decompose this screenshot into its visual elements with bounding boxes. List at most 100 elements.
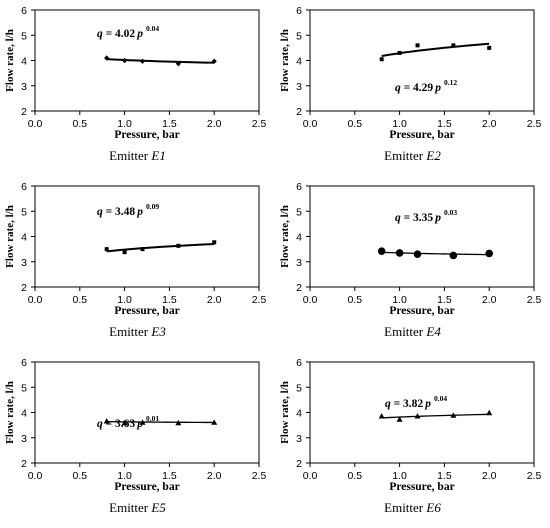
data-point xyxy=(487,45,492,50)
x-tick-label: 1.5 xyxy=(162,294,177,306)
data-point xyxy=(396,416,403,422)
data-point xyxy=(140,247,145,252)
chart-caption: Emitter E2 xyxy=(275,148,550,164)
x-tick-label: 2.0 xyxy=(482,294,497,306)
data-point xyxy=(211,419,218,425)
equation-exponent: 0.04 xyxy=(146,24,159,33)
data-point xyxy=(377,247,386,255)
y-tick-label: 3 xyxy=(296,433,302,445)
x-tick-label: 0.0 xyxy=(28,470,43,482)
chart-svg: 0.0 0.5 1.0 1.5 2.0 2.5 2 3 4 5 6 Pressure, bar Flow… xyxy=(279,5,542,141)
y-tick-label: 3 xyxy=(296,257,302,269)
chart-panel: 0.0 0.5 1.0 1.5 2.0 2.5 2 3 4 5 6 Pressure, bar Flow… xyxy=(275,0,550,176)
x-tick-label: 0.0 xyxy=(303,470,318,482)
x-tick-label: 0.5 xyxy=(72,118,87,130)
y-tick-label: 5 xyxy=(296,30,302,42)
caption-prefix: Emitter xyxy=(109,148,152,163)
x-tick-label: 2.5 xyxy=(527,118,542,130)
data-point xyxy=(415,43,420,48)
y-tick-label: 3 xyxy=(21,433,27,445)
equation-exponent: 0.04 xyxy=(434,394,447,403)
x-axis-label: Pressure, bar xyxy=(389,481,454,493)
equation-exponent: 0.03 xyxy=(444,208,457,217)
x-tick-label: 2.5 xyxy=(252,118,267,130)
data-point xyxy=(121,419,128,426)
y-tick-label: 5 xyxy=(21,206,27,218)
data-point xyxy=(378,413,385,419)
fit-equation: q = 3.82 p 0.04 xyxy=(385,394,447,410)
y-tick-label: 2 xyxy=(21,458,27,470)
x-tick-label: 1.0 xyxy=(117,470,132,482)
y-tick-label: 4 xyxy=(296,408,302,420)
data-point xyxy=(122,250,127,255)
y-tick-label: 6 xyxy=(296,181,302,193)
data-point xyxy=(211,58,217,64)
x-axis-label: Pressure, bar xyxy=(114,481,179,493)
y-tick-label: 4 xyxy=(296,232,302,244)
data-point xyxy=(212,240,217,245)
y-axis-label: Flow rate, l/h xyxy=(4,29,16,92)
chart-panel: 0.0 0.5 1.0 1.5 2.0 2.5 2 3 4 5 6 Pressure, bar Flow… xyxy=(0,352,275,528)
y-tick-label: 4 xyxy=(296,56,302,68)
chart-panel: 0.0 0.5 1.0 1.5 2.0 2.5 2 3 4 5 6 Pressure, bar Flow… xyxy=(0,176,275,352)
chart-caption: Emitter E4 xyxy=(275,324,550,340)
x-tick-label: 1.0 xyxy=(392,294,407,306)
caption-prefix: Emitter xyxy=(109,500,152,515)
x-tick-label: 2.0 xyxy=(207,118,222,130)
x-tick-label: 1.5 xyxy=(162,118,177,130)
x-tick-label: 0.5 xyxy=(347,294,362,306)
chart-panel: 0.0 0.5 1.0 1.5 2.0 2.5 2 3 4 5 6 Pressure, bar Flow… xyxy=(0,0,275,176)
y-tick-label: 2 xyxy=(21,282,27,294)
x-tick-label: 2.0 xyxy=(207,470,222,482)
equation-p-symbol: p xyxy=(136,206,143,218)
x-axis-label: Pressure, bar xyxy=(114,305,179,317)
x-tick-label: 1.0 xyxy=(117,294,132,306)
data-point xyxy=(175,61,181,67)
equation-p-symbol: p xyxy=(424,398,431,410)
equation-exponent: 0.12 xyxy=(444,78,457,87)
x-axis-label: Pressure, bar xyxy=(114,129,179,141)
x-tick-label: 1.5 xyxy=(437,294,452,306)
x-tick-label: 2.5 xyxy=(527,294,542,306)
y-tick-label: 4 xyxy=(21,232,27,244)
x-tick-label: 2.0 xyxy=(207,294,222,306)
data-point xyxy=(122,57,128,64)
data-point xyxy=(395,249,404,257)
y-tick-label: 3 xyxy=(21,257,27,269)
chart-panel: 0.0 0.5 1.0 1.5 2.0 2.5 2 3 4 5 6 Pressure, bar Flow… xyxy=(275,352,550,528)
data-point xyxy=(450,412,457,418)
x-tick-label: 0.0 xyxy=(303,118,318,130)
data-point xyxy=(486,409,493,416)
chart-svg: 0.0 0.5 1.0 1.5 2.0 2.5 2 3 4 5 6 Pressure, bar Flow… xyxy=(4,5,267,141)
x-axis-label: Pressure, bar xyxy=(389,305,454,317)
chart-svg: 0.0 0.5 1.0 1.5 2.0 2.5 2 3 4 5 6 Pressure, bar Flow… xyxy=(4,181,266,317)
caption-emitter-id: E5 xyxy=(151,500,166,515)
equation-exponent: 0.01 xyxy=(146,414,159,423)
y-axis-label: Flow rate, l/h xyxy=(4,205,16,268)
x-tick-label: 1.0 xyxy=(117,118,132,130)
caption-emitter-id: E4 xyxy=(426,324,441,339)
data-point xyxy=(103,418,110,424)
caption-emitter-id: E1 xyxy=(151,148,166,163)
caption-prefix: Emitter xyxy=(109,324,152,339)
equation-p-symbol: p xyxy=(434,82,441,94)
chart-caption: Emitter E1 xyxy=(0,148,275,164)
x-axis-label: Pressure, bar xyxy=(389,129,454,141)
y-tick-label: 5 xyxy=(296,382,302,394)
y-tick-label: 2 xyxy=(296,282,302,294)
chart-caption: Emitter E3 xyxy=(0,324,275,340)
equation-coefficient: = 4.29 xyxy=(401,82,434,94)
x-tick-label: 2.5 xyxy=(527,470,542,482)
fit-curve xyxy=(106,242,215,253)
y-tick-label: 6 xyxy=(296,5,302,17)
fit-equation: q = 4.02 p 0.04 xyxy=(97,24,159,40)
caption-emitter-id: E6 xyxy=(426,500,441,515)
chart-svg: 0.0 0.5 1.0 1.5 2.0 2.5 2 3 4 5 6 Pressure, bar Flow… xyxy=(279,357,542,493)
equation-p-symbol: p xyxy=(136,418,143,430)
y-tick-label: 5 xyxy=(296,206,302,218)
y-tick-label: 2 xyxy=(296,458,302,470)
plot-frame xyxy=(309,361,535,464)
equation-coefficient: = 3.82 xyxy=(391,398,424,410)
x-tick-label: 2.0 xyxy=(482,470,497,482)
x-tick-label: 1.5 xyxy=(437,470,452,482)
